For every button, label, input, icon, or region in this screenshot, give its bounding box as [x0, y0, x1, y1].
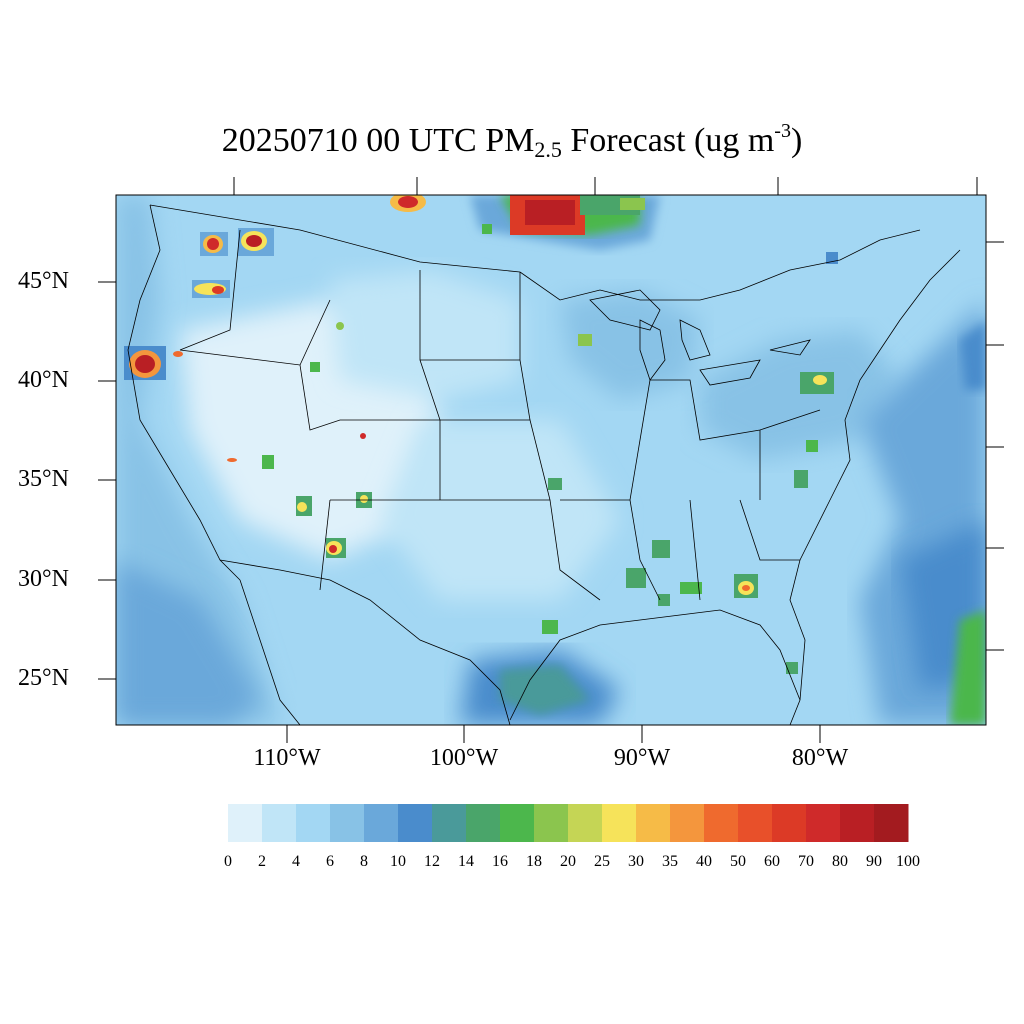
colorbar-tick-label: 12: [424, 853, 440, 870]
lat-label-30n: 30°N: [18, 566, 69, 592]
lat-label-45n: 45°N: [18, 268, 69, 294]
colorbar-tick-label: 50: [730, 853, 746, 870]
colorbar-tick-label: 16: [492, 853, 508, 870]
colorbar-tick-label: 100: [896, 853, 920, 870]
title-superscript: -3: [774, 120, 791, 142]
bottom-ticks: [286, 725, 821, 743]
lon-label-100w: 100°W: [429, 745, 499, 771]
colorbar-tick-label: 60: [764, 853, 780, 870]
colorbar-tick-label: 8: [360, 853, 368, 870]
title-close: ): [790, 122, 803, 159]
colorbar-swatch: [364, 804, 399, 842]
colorbar-swatch: [330, 804, 365, 842]
colorbar-swatch: [398, 804, 433, 842]
title-main: 20250710 00 UTC PM: [221, 122, 535, 159]
colorbar-tick-label: 0: [224, 853, 232, 870]
lat-label-25n: 25°N: [18, 665, 69, 691]
lat-label-35n: 35°N: [18, 466, 69, 492]
colorbar-tick-label: 25: [594, 853, 610, 870]
top-ticks: [233, 177, 978, 195]
colorbar-tick-label: 30: [628, 853, 644, 870]
colorbar-tick-label: 90: [866, 853, 882, 870]
colorbar-swatch: [840, 804, 875, 842]
colorbar-tick-label: 80: [832, 853, 848, 870]
colorbar-swatch: [670, 804, 705, 842]
colorbar-swatch: [568, 804, 603, 842]
plot-frame: [115, 194, 987, 726]
colorbar-swatch: [262, 804, 297, 842]
colorbar: [228, 804, 909, 842]
right-ticks: [986, 241, 1004, 651]
colorbar-tick-label: 35: [662, 853, 678, 870]
colorbar-tick-label: 20: [560, 853, 576, 870]
colorbar-tick-label: 2: [258, 853, 266, 870]
lat-label-40n: 40°N: [18, 367, 69, 393]
lon-label-110w: 110°W: [253, 745, 321, 771]
colorbar-swatch: [466, 804, 501, 842]
colorbar-tick-label: 18: [526, 853, 542, 870]
lon-label-90w: 90°W: [613, 745, 671, 771]
colorbar-swatch: [738, 804, 773, 842]
colorbar-swatch: [228, 804, 263, 842]
colorbar-swatch: [874, 804, 909, 842]
lon-label-80w: 80°W: [791, 745, 849, 771]
colorbar-tick-label: 6: [326, 853, 334, 870]
pm25-field: [116, 195, 986, 725]
colorbar-tick-label: 40: [696, 853, 712, 870]
colorbar-tick-label: 14: [458, 853, 474, 870]
colorbar-tick-label: 70: [798, 853, 814, 870]
coastlines-and-borders: [127, 204, 961, 725]
map-title: 20250710 00 UTC PM2.5 Forecast (ug m-3): [0, 120, 1024, 163]
title-rest: Forecast (ug m: [561, 122, 775, 159]
colorbar-swatch: [636, 804, 671, 842]
colorbar-swatch: [772, 804, 807, 842]
colorbar-swatch: [432, 804, 467, 842]
colorbar-swatch: [806, 804, 841, 842]
title-subscript: 2.5: [534, 137, 562, 162]
colorbar-swatch: [534, 804, 569, 842]
colorbar-swatch: [296, 804, 331, 842]
colorbar-swatch: [602, 804, 637, 842]
left-ticks: [98, 281, 116, 680]
colorbar-swatch: [704, 804, 739, 842]
colorbar-tick-label: 10: [390, 853, 406, 870]
colorbar-tick-label: 4: [292, 853, 300, 870]
colorbar-swatch: [500, 804, 535, 842]
